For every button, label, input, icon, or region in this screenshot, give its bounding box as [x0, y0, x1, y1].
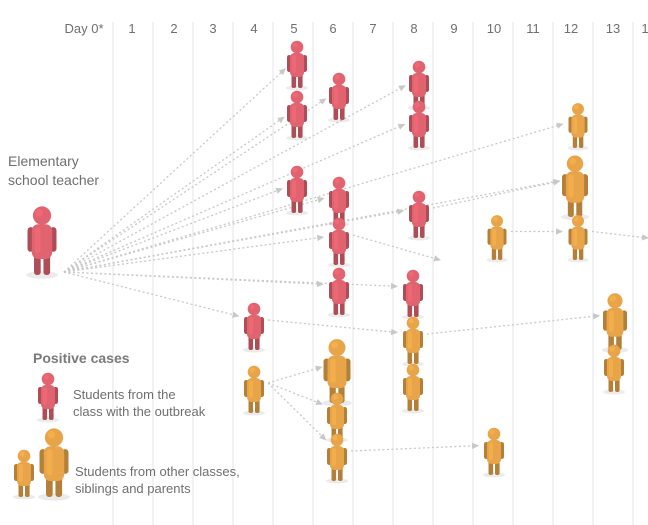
source-label-line2: school teacher	[8, 172, 100, 188]
day-gridlines	[112, 22, 634, 525]
transmission-arrow	[432, 179, 561, 209]
teacher-figure	[26, 206, 58, 279]
transmission-arrow	[352, 234, 441, 262]
orange-case-figure	[603, 344, 625, 395]
legend-orange-line2: siblings and parents	[75, 481, 191, 496]
legend-orange-figure-large	[38, 428, 70, 501]
legend-red-label: Students from the class with the outbrea…	[73, 386, 273, 420]
day-tick-label: 13	[606, 21, 620, 36]
transmission-arrow	[63, 68, 286, 273]
orange-case-figure	[402, 363, 424, 414]
orange-case-figure	[326, 433, 348, 484]
transmission-arrow	[63, 178, 561, 273]
red-case-figure	[243, 302, 265, 353]
transmission-arrow	[63, 122, 564, 273]
day-tick-label: 6	[329, 21, 336, 36]
day-tick-label: 11	[526, 21, 540, 36]
case-figures	[26, 40, 629, 484]
orange-case-figure	[483, 427, 505, 478]
red-case-figure	[408, 190, 430, 241]
orange-case-figure	[322, 339, 352, 407]
red-case-figure	[286, 40, 308, 91]
transmission-arrow	[63, 196, 325, 273]
day-tick-label: 2	[170, 21, 177, 36]
day-tick-label: 12	[564, 21, 578, 36]
transmission-arrow	[267, 319, 399, 336]
transmission-arrow	[63, 116, 285, 273]
day-tick-label: 10	[487, 21, 501, 36]
red-case-figure	[286, 165, 308, 216]
red-case-figure	[328, 72, 350, 123]
transmission-arrow	[591, 230, 648, 241]
transmission-arrow	[63, 234, 325, 273]
legend-figures	[13, 372, 70, 501]
day-tick-label: 1	[641, 21, 648, 36]
legend-red-line2: class with the outbreak	[73, 404, 206, 419]
orange-case-figure	[601, 293, 629, 353]
day-tick-label: 3	[209, 21, 216, 36]
source-label-line1: Elementary	[8, 153, 79, 169]
transmission-arrow	[267, 382, 324, 405]
orange-case-figure	[486, 215, 508, 263]
transmission-arrow	[63, 123, 406, 273]
day-tick-label: 9	[450, 21, 457, 36]
red-case-figure	[408, 100, 430, 151]
transmission-arrow	[63, 187, 283, 273]
day-tick-label: 5	[290, 21, 297, 36]
red-case-figure	[286, 90, 308, 141]
transmission-arrow	[63, 98, 327, 273]
transmission-arrow	[267, 365, 323, 384]
day-tick-label: 8	[410, 21, 417, 36]
source-case-label: Elementary school teacher	[8, 152, 128, 190]
red-case-figure	[328, 267, 350, 318]
transmission-arrow	[63, 271, 240, 318]
orange-case-figure	[567, 215, 589, 263]
legend-red-figure	[37, 372, 59, 423]
legend-title: Positive cases	[33, 350, 130, 366]
red-case-figure	[402, 269, 424, 320]
orange-case-figure	[243, 365, 265, 416]
transmission-arrow	[63, 271, 399, 290]
transmission-arrow	[267, 382, 327, 441]
legend-orange-figure-small	[13, 449, 35, 500]
day-axis: Day 0* 1 2 3 4 5 6 7 8 9 10 11 12 13 1	[64, 21, 648, 36]
legend-orange-label: Students from other classes, siblings an…	[75, 463, 295, 497]
transmission-arrow	[426, 313, 601, 335]
legend-orange-line1: Students from other classes,	[75, 464, 240, 479]
red-case-figure	[328, 217, 350, 268]
legend-red-line1: Students from the	[73, 387, 176, 402]
day-tick-label: 1	[128, 21, 135, 36]
orange-case-figure	[402, 316, 424, 367]
transmission-arrow	[63, 85, 406, 273]
day-tick-label: 7	[369, 21, 376, 36]
day-tick-label: Day 0*	[64, 21, 103, 36]
day-tick-label: 4	[250, 21, 257, 36]
transmission-arrows	[63, 68, 648, 452]
transmission-arrow	[350, 442, 480, 452]
transmission-arrow	[63, 271, 325, 288]
orange-case-figure	[560, 155, 590, 221]
orange-case-figure	[567, 103, 589, 151]
